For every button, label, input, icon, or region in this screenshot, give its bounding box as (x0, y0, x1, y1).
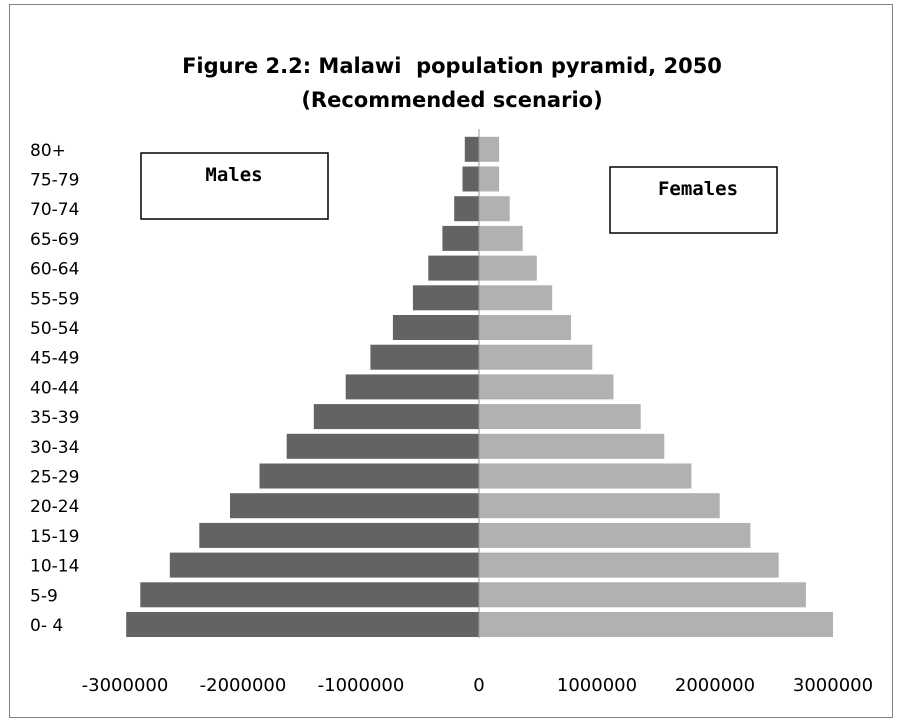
y-tick-label: 0- 4 (30, 616, 63, 636)
x-axis-tick-labels: -3000000 -2000000 -1000000 0 1000000 2000000 3… (82, 675, 873, 696)
y-tick-label: 15-19 (30, 527, 79, 547)
male-bar-15-19 (199, 522, 480, 548)
female-bar-65-69 (479, 225, 523, 251)
female-bar-55-59 (479, 285, 553, 311)
female-bar-50-54 (479, 315, 571, 340)
y-tick-label: 35-39 (30, 408, 79, 428)
female-bar-40-44 (479, 374, 614, 400)
male-bar-60-64 (428, 255, 479, 281)
male-bar-75-79 (462, 166, 479, 192)
y-tick-label: 55-59 (30, 289, 79, 309)
male-bar-80+ (464, 136, 479, 162)
y-axis-tick-labels: 0- 4 5-9 10-14 15-19 20-24 25-29 30-34 35-39 40-… (30, 141, 79, 636)
y-tick-label: 70-74 (30, 200, 79, 220)
male-bar-5-9 (140, 582, 480, 608)
female-bar-10-14 (479, 552, 779, 578)
male-bar-40-44 (345, 374, 479, 400)
male-bar-45-49 (370, 344, 479, 370)
y-tick-label: 25-29 (30, 468, 79, 488)
y-tick-label: 5-9 (30, 586, 58, 606)
y-tick-label: 60-64 (30, 260, 79, 280)
male-bar-0-4 (126, 612, 479, 637)
males-label: Males (205, 164, 262, 186)
female-bar-20-24 (479, 493, 720, 519)
female-bar-70-74 (479, 196, 510, 222)
bars-layer (126, 136, 833, 637)
male-bar-70-74 (454, 196, 479, 222)
x-tick-label: 0 (473, 675, 484, 696)
x-tick-label: -1000000 (318, 675, 405, 696)
male-bar-25-29 (259, 463, 479, 489)
y-tick-label: 30-34 (30, 438, 79, 458)
y-tick-label: 10-14 (30, 557, 79, 577)
male-bar-35-39 (313, 404, 479, 430)
chart-title-line2: (Recommended scenario) (301, 88, 602, 112)
female-bar-75-79 (479, 166, 500, 192)
male-bar-55-59 (412, 285, 479, 311)
female-bar-35-39 (479, 404, 641, 430)
x-tick-label: -3000000 (82, 675, 169, 696)
chart-title-line1: Figure 2.2: Malawi population pyramid, 2… (182, 54, 722, 78)
x-tick-label: 3000000 (793, 675, 873, 696)
y-tick-label: 50-54 (30, 319, 79, 339)
female-bar-60-64 (479, 255, 537, 281)
y-tick-label: 20-24 (30, 497, 79, 517)
female-bar-5-9 (479, 582, 806, 608)
chart-frame (9, 4, 893, 718)
females-label-box (609, 166, 778, 234)
male-bar-10-14 (169, 552, 480, 578)
male-bar-50-54 (392, 315, 479, 340)
female-bar-15-19 (479, 522, 751, 548)
y-tick-label: 40-44 (30, 378, 79, 398)
female-bar-25-29 (479, 463, 692, 489)
male-bar-65-69 (442, 225, 479, 251)
y-tick-label: 80+ (30, 141, 66, 161)
female-bar-0-4 (479, 612, 833, 637)
y-tick-label: 75-79 (30, 171, 79, 191)
y-tick-label: 45-49 (30, 349, 79, 369)
males-label-box (140, 152, 329, 220)
x-tick-label: 1000000 (557, 675, 637, 696)
female-bar-30-34 (479, 433, 665, 459)
female-bar-45-49 (479, 344, 593, 370)
female-bar-80+ (479, 136, 500, 162)
male-bar-30-34 (286, 433, 479, 459)
male-bar-20-24 (230, 493, 479, 519)
females-label: Females (658, 178, 738, 200)
y-tick-label: 65-69 (30, 230, 79, 250)
x-tick-label: -2000000 (200, 675, 287, 696)
x-tick-label: 2000000 (675, 675, 755, 696)
